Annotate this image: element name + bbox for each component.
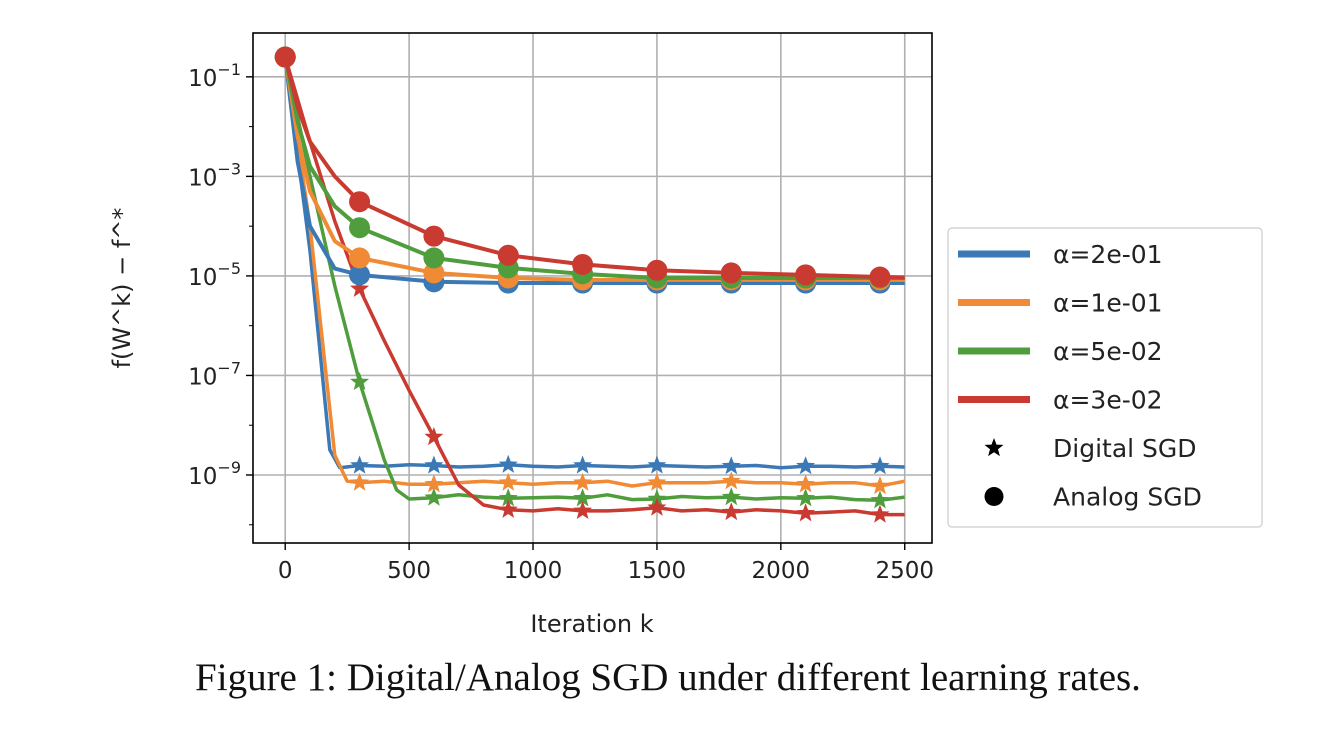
star-marker [647, 472, 667, 491]
circle-icon [984, 487, 1004, 506]
star-marker [796, 456, 816, 475]
x-tick-label: 2500 [875, 558, 934, 584]
circle-marker [349, 191, 371, 213]
circle-marker [349, 217, 371, 239]
figure-caption: Figure 1: Digital/Analog SGD under diffe… [195, 656, 1141, 699]
star-marker [573, 488, 593, 507]
star-marker [424, 487, 444, 506]
star-marker [424, 474, 444, 493]
star-marker [796, 503, 816, 522]
star-marker [870, 476, 890, 495]
star-marker [647, 455, 667, 474]
y-tick-label: 10−3 [188, 159, 241, 191]
star-marker [498, 488, 518, 507]
star-marker [350, 372, 370, 390]
x-tick-label: 1000 [504, 558, 563, 584]
star-marker [424, 455, 444, 474]
star-marker [721, 502, 741, 521]
star-marker [796, 488, 816, 507]
star-marker [350, 455, 370, 474]
x-tick-label: 1500 [628, 558, 687, 584]
star-marker [721, 487, 741, 506]
star-marker [573, 455, 593, 474]
legend: α=2e-01 α=1e-01 α=5e-02 α=3e-02 Digital SGD A… [947, 227, 1263, 528]
circle-marker [423, 247, 445, 269]
legend-label: α=2e-01 [1053, 240, 1163, 269]
circle-marker [720, 262, 742, 284]
star-marker [424, 427, 444, 446]
x-tick-label: 2000 [752, 558, 811, 584]
y-tick-label: 10−9 [188, 458, 241, 490]
x-axis-label: Iteration k [530, 610, 653, 638]
star-marker [870, 456, 890, 475]
circle-marker [795, 264, 817, 286]
circle-marker [274, 46, 296, 68]
series--3e-02-analog-sgd [274, 46, 905, 288]
star-marker [498, 454, 518, 473]
series-line [283, 56, 905, 280]
x-tick-label: 500 [387, 558, 431, 584]
series--1e-01-analog-sgd [274, 46, 905, 291]
circle-marker [349, 264, 371, 286]
circle-marker [646, 259, 668, 281]
star-icon [984, 438, 1004, 457]
plot-frame [252, 32, 933, 544]
y-tick-label: 10−5 [188, 259, 241, 291]
y-tick-label: 10−1 [188, 60, 241, 92]
series--2e-01-digital-sgd [275, 47, 905, 475]
legend-label: α=3e-02 [1053, 386, 1163, 415]
circle-marker [497, 244, 519, 266]
legend-label: α=1e-01 [1053, 289, 1163, 318]
series-line [283, 56, 905, 280]
circle-marker [572, 253, 594, 275]
star-marker [721, 471, 741, 490]
series-line [283, 56, 905, 282]
y-tick-label: 10−7 [188, 358, 241, 390]
star-marker [498, 472, 518, 491]
legend-label: Analog SGD [1053, 483, 1202, 512]
series-line [283, 56, 905, 285]
circle-marker [423, 225, 445, 247]
star-marker [796, 474, 816, 493]
star-marker [870, 504, 890, 523]
y-axis-label: f(W^k) − f^* [108, 208, 136, 369]
circle-marker [423, 262, 445, 284]
star-marker [350, 472, 370, 491]
circle-marker [349, 247, 371, 269]
star-marker [350, 278, 370, 297]
circle-marker [869, 266, 891, 288]
series--5e-02-analog-sgd [274, 46, 905, 289]
star-marker [647, 497, 667, 516]
star-marker [721, 456, 741, 475]
x-tick-label: 0 [278, 558, 293, 584]
legend-label: α=5e-02 [1053, 337, 1163, 366]
star-marker [498, 499, 518, 518]
star-marker [573, 472, 593, 491]
legend-label: Digital SGD [1053, 434, 1197, 463]
chart: 0 500 1000 1500 2000 2500 10−1 10−3 10−5 10−7 10−9… [108, 32, 1263, 638]
star-marker [870, 490, 890, 509]
star-marker [573, 500, 593, 519]
